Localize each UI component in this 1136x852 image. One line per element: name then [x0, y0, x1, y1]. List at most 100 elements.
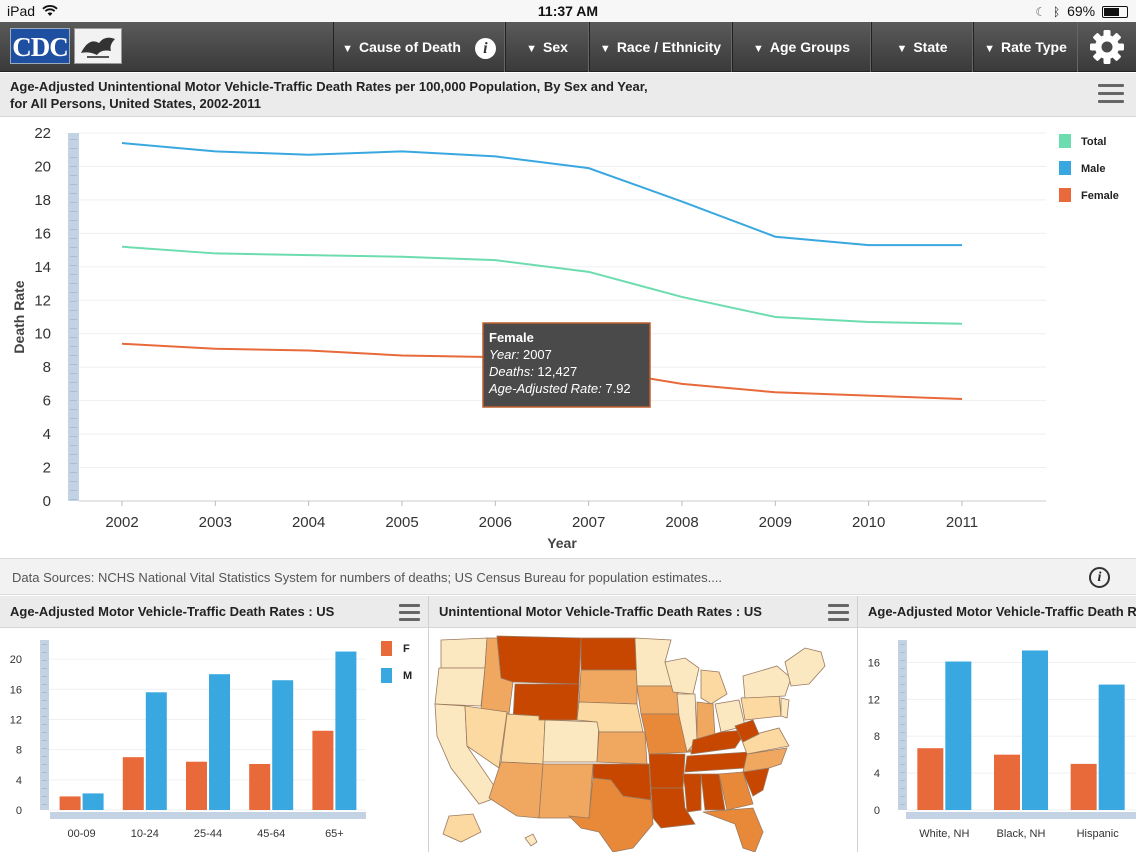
filter-state[interactable]: ▼ State: [871, 22, 973, 72]
data-sources-bar: Data Sources: NCHS National Vital Statis…: [0, 558, 1136, 595]
scroll-strip-notch: [900, 804, 905, 805]
tooltip-box: [482, 322, 651, 408]
bar-f: [122, 757, 144, 810]
data-point-total: [960, 322, 964, 326]
main-chart-menu-icon[interactable]: [1098, 84, 1124, 104]
data-point-female: [400, 353, 404, 357]
data-point-male: [307, 153, 311, 157]
scroll-strip-notch: [900, 652, 905, 653]
scroll-strip-notch: [70, 274, 77, 275]
state-arizona: [488, 761, 544, 819]
panel-header: Age-Adjusted Motor Vehicle-Traffic Death…: [0, 596, 428, 628]
settings-button[interactable]: [1078, 22, 1136, 72]
scroll-strip-notch: [70, 463, 77, 464]
x-tick-label: 25-44: [194, 828, 222, 840]
data-point-total: [587, 270, 591, 274]
dropdown-triangle-icon: ▼: [752, 43, 764, 55]
state-tennessee: [684, 751, 750, 773]
hhs-eagle-icon: [81, 37, 115, 58]
tooltip-year: Year: 2007: [489, 347, 552, 362]
legend-swatch-male: [1059, 161, 1071, 175]
y-axis-scroll-strip: [68, 133, 79, 501]
scroll-strip-notch: [900, 708, 905, 709]
scroll-strip-notch: [42, 788, 47, 789]
scroll-strip-notch: [70, 445, 77, 446]
scroll-strip-notch: [900, 764, 905, 765]
filter-label: Sex: [542, 39, 568, 55]
scroll-strip-notch: [70, 382, 77, 383]
scroll-strip-notch: [70, 499, 77, 500]
bar-m: [335, 651, 357, 810]
panel-menu-icon[interactable]: [828, 604, 849, 621]
y-tick-label: 22: [34, 125, 51, 142]
data-point-female: [120, 342, 124, 346]
bar-m: [1022, 650, 1048, 810]
state-new-jersey: [780, 697, 790, 719]
us-choropleth-map[interactable]: [429, 628, 858, 852]
scroll-strip-notch: [70, 247, 77, 248]
scroll-strip-notch: [70, 481, 77, 482]
x-tick-label: 2004: [292, 514, 325, 531]
dropdown-triangle-icon: ▼: [896, 43, 908, 55]
y-tick-label: 2: [43, 460, 51, 477]
data-point-male: [587, 166, 591, 170]
data-point-male: [400, 149, 404, 153]
main-chart-title: Age-Adjusted Unintentional Motor Vehicle…: [10, 78, 690, 112]
tooltip: Female Year: 2007 Deaths: 12,427 Age-Adjust…: [482, 322, 651, 408]
data-point-female: [773, 390, 777, 394]
data-point-total: [307, 253, 311, 257]
state-florida: [702, 807, 764, 852]
dropdown-triangle-icon: ▼: [526, 43, 537, 55]
data-point-female: [867, 394, 871, 398]
data-point-male: [120, 141, 124, 145]
scroll-strip-notch: [900, 716, 905, 717]
info-icon[interactable]: i: [1089, 567, 1110, 588]
x-tick-label: White, NH: [919, 828, 969, 840]
data-point-female: [680, 382, 684, 386]
x-tick-label: 2010: [852, 514, 885, 531]
scroll-strip-notch: [70, 409, 77, 410]
x-tick-label: 2007: [572, 514, 605, 531]
filter-cause-of-death[interactable]: ▼ Cause of Death i: [333, 22, 505, 72]
filter-label: Age Groups: [769, 39, 850, 55]
data-point-total: [867, 320, 871, 324]
scroll-strip-notch: [900, 644, 905, 645]
y-tick-label: 16: [10, 684, 22, 696]
scroll-strip-notch: [900, 732, 905, 733]
filter-race-ethnicity[interactable]: ▼ Race / Ethnicity: [589, 22, 732, 72]
y-axis-label: Death Rate: [11, 280, 27, 353]
series-line-total: [121, 245, 963, 325]
scroll-strip-notch: [42, 692, 47, 693]
scroll-strip-notch: [70, 427, 77, 428]
scroll-strip-notch: [42, 700, 47, 701]
device-label: iPad: [7, 3, 36, 19]
data-point-male: [867, 243, 871, 247]
filter-label: Race / Ethnicity: [616, 39, 722, 55]
legend-label-female: Female: [1081, 190, 1119, 202]
cdc-logo[interactable]: CDC: [10, 28, 70, 64]
main-line-chart: 0 2 4 6 8 10 12 14 16 18 20 22 2002 2003 2004 2005 2006 2…: [11, 125, 1119, 551]
filter-sex[interactable]: ▼ Sex: [505, 22, 589, 72]
state-michigan: [700, 669, 728, 705]
panel-menu-icon[interactable]: [399, 604, 420, 621]
scroll-strip-notch: [70, 436, 77, 437]
filter-age-groups[interactable]: ▼ Age Groups: [732, 22, 871, 72]
y-tick-label: 0: [874, 805, 880, 817]
scroll-strip-notch: [42, 748, 47, 749]
scroll-strip-notch: [900, 660, 905, 661]
state-mississippi: [682, 773, 702, 813]
y-tick-label: 8: [43, 359, 51, 376]
data-point-total: [213, 251, 217, 255]
battery-percent: 69%: [1067, 3, 1096, 19]
state-virginia: [740, 727, 790, 755]
scroll-strip-notch: [70, 238, 77, 239]
legend-label-male: Male: [1081, 163, 1105, 175]
info-icon[interactable]: i: [474, 37, 496, 59]
data-point-total: [120, 245, 124, 249]
status-time: 11:37 AM: [537, 3, 599, 19]
filter-rate-type[interactable]: ▼ Rate Type: [973, 22, 1078, 72]
data-point-female: [960, 397, 964, 401]
y-tick-label: 16: [34, 225, 51, 242]
bar-f: [1070, 763, 1097, 810]
x-tick-label: Hispanic: [1077, 828, 1120, 840]
